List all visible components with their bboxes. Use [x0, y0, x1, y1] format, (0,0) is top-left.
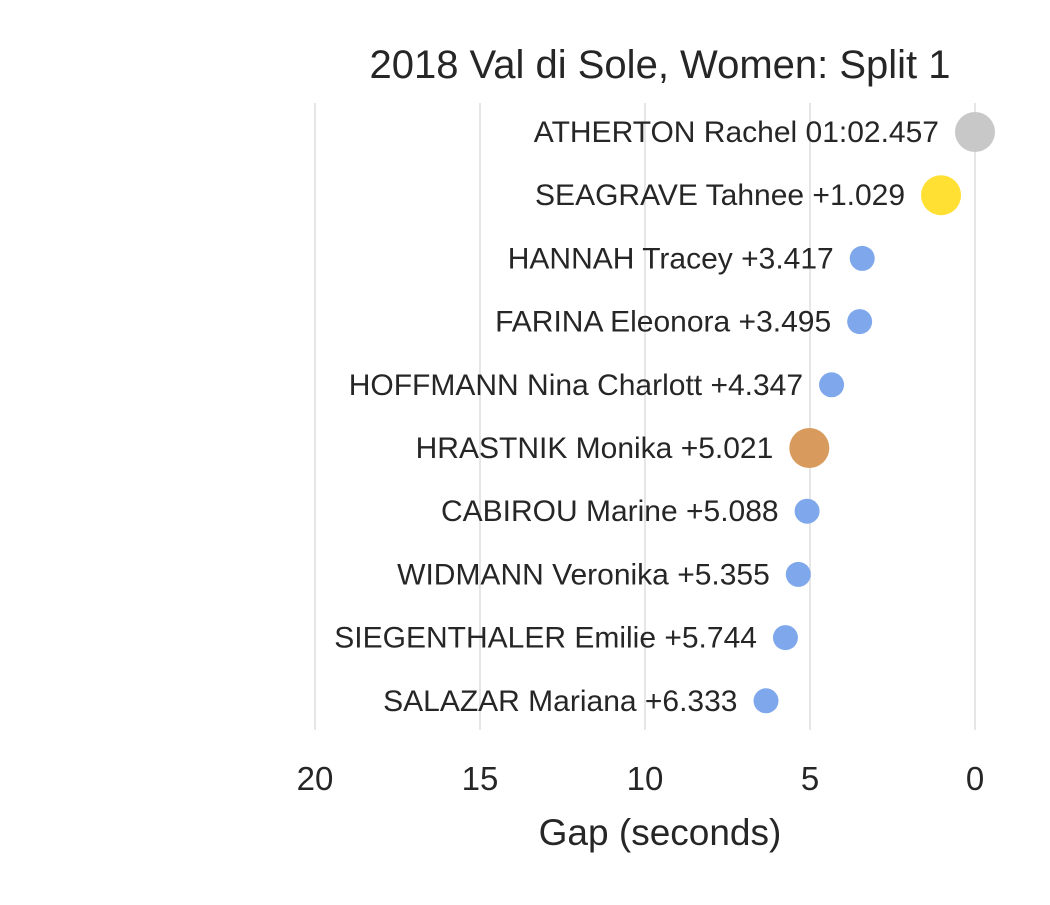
rider-label: CABIROU Marine +5.088: [441, 495, 779, 528]
rider-label: HRASTNIK Monika +5.021: [416, 432, 774, 465]
rider-point: [819, 372, 845, 398]
rider-label: ATHERTON Rachel 01:02.457: [534, 116, 939, 149]
rider-label: FARINA Eleonora +3.495: [495, 306, 831, 339]
x-tick-label: 15: [462, 760, 499, 797]
grid-layer: [314, 103, 976, 730]
chart-title: 2018 Val di Sole, Women: Split 1: [369, 43, 950, 87]
rider-point: [847, 309, 873, 335]
x-tick-label: 10: [627, 760, 664, 797]
rider-point: [772, 625, 798, 651]
rider-point: [849, 245, 875, 271]
rider-label: WIDMANN Veronika +5.355: [397, 558, 770, 591]
x-tick-label: 20: [297, 760, 334, 797]
rider-point: [789, 428, 830, 468]
rider-point: [955, 112, 995, 152]
rider-label: HANNAH Tracey +3.417: [508, 242, 834, 275]
rider-label: SALAZAR Mariana +6.333: [383, 685, 737, 718]
points-layer: [753, 112, 995, 714]
rider-point: [785, 561, 811, 587]
rider-label: HOFFMANN Nina Charlott +4.347: [349, 369, 803, 402]
x-tick-label: 0: [966, 760, 984, 797]
rider-point: [753, 688, 779, 714]
x-tick-label: 5: [801, 760, 819, 797]
labels-layer: ATHERTON Rachel 01:02.457 SEAGRAVE Tahnee…: [334, 116, 939, 718]
rider-label: SEAGRAVE Tahnee +1.029: [535, 179, 905, 212]
rider-label: SIEGENTHALER Emilie +5.744: [334, 622, 757, 655]
ticks-layer: 20 15 10 5 0: [297, 760, 985, 797]
rider-point: [921, 175, 962, 216]
rider-point: [794, 498, 820, 524]
x-axis-title: Gap (seconds): [539, 812, 782, 853]
